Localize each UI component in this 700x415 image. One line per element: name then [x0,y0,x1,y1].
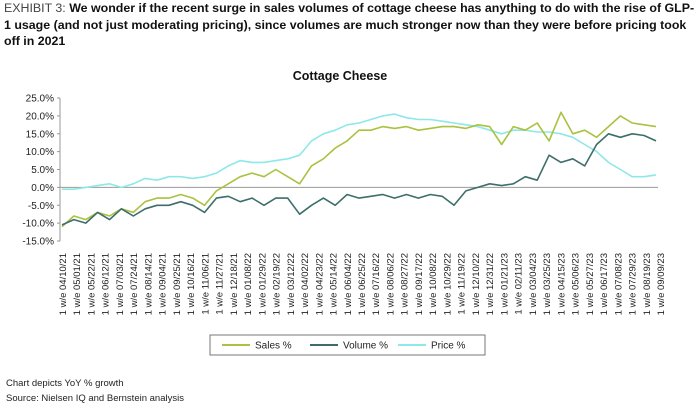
x-tick-label: 1 w/e 10/16/21 [186,253,197,315]
y-tick-label: 20.0% [26,111,54,122]
x-tick-label: 1 w/e 12/18/21 [229,253,240,315]
x-tick-label: 1 w/e 05/06/23 [571,253,582,315]
x-tick-label: 1 w/e 09/17/22 [414,253,425,315]
y-tick-label: 10.0% [26,147,54,158]
x-tick-label: 1 w/e 06/17/23 [599,253,610,315]
chart-title: Cottage Cheese [293,69,388,83]
x-tick-label: 1 w/e 03/04/23 [528,253,539,315]
legend-label: Volume % [343,341,388,352]
x-tick-label: 1 w/e 02/11/23 [514,253,525,315]
x-tick-label: 1 w/e 05/22/21 [86,253,97,315]
x-tick-label: 1 w/e 08/19/23 [642,253,653,315]
x-tick-label: 1 w/e 06/25/22 [357,253,368,315]
x-tick-label: 1 w/e 04/10/21 [58,253,69,315]
sales-series-line [61,111,657,228]
x-tick-label: 1 w/e 04/23/22 [314,253,325,315]
x-tick-label: 1 w/e 09/09/23 [656,253,667,315]
x-tick-label: 1 w/e 01/29/22 [257,253,268,315]
y-tick-label: -15.0% [22,237,54,248]
y-tick-label: 25.0% [26,94,54,105]
legend-box [209,334,486,356]
y-tick-label: 5.0% [31,165,54,176]
y-tick-label: 0.0% [31,183,54,194]
x-tick-label: 1 w/e 01/08/22 [243,253,254,315]
x-tick-label: 1 w/e 04/15/23 [556,253,567,315]
plot-area: 25.0% 20.0% 15.0% 10.0% 5.0% 0.0% -5.0% -10.0% -… [22,94,667,316]
x-tick-label: 1 w/e 11/19/22 [457,253,468,315]
x-tick-label: 1 w/e 12/31/22 [485,253,496,315]
x-tick-label: 1 w/e 03/12/22 [286,253,297,315]
x-tick-label: 1 w/e 01/21/23 [499,253,510,315]
exhibit-label: EXHIBIT 3: [4,1,66,15]
y-tick-label: -10.0% [22,219,54,230]
x-tick-label: 1 w/e 12/10/22 [471,253,482,315]
source-note: Source: Nielsen IQ and Bernstein analysi… [6,393,184,404]
x-tick-label: 1 w/e 08/27/22 [400,253,411,315]
x-tick-label: 1 w/e 05/14/22 [329,253,340,315]
x-tick-label: 1 w/e 11/27/21 [215,253,226,315]
x-tick-label: 1 w/e 10/08/22 [428,253,439,315]
x-tick-label: 1 w/e 07/29/23 [628,253,639,315]
x-tick-label: 1 w/e 06/12/21 [101,253,112,315]
x-tick-label: 1 w/e 07/24/21 [129,253,140,315]
x-tick-label: 1 w/e 02/19/22 [272,253,283,315]
y-tick-label: -5.0% [28,201,54,212]
x-tick-label: 1 w/e 08/06/22 [385,253,396,315]
x-tick-label: 1 w/e 09/25/21 [172,253,183,315]
x-tick-label: 1 w/e 10/29/22 [442,253,453,315]
x-tick-label: 1 w/e 05/01/21 [72,253,83,315]
x-tick-label: 1 w/e 08/14/21 [143,253,154,315]
volume-series-line [61,133,657,226]
y-tick-label: 15.0% [26,129,54,140]
x-tick-label: 1 w/e 07/16/22 [371,253,382,315]
chart-note: Chart depicts YoY % growth [6,378,124,389]
x-tick-label: 1 w/e 11/06/21 [200,253,211,315]
legend: Sales % Volume % Price % [209,334,486,356]
x-tick-label: 1 w/e 03/25/23 [542,253,553,315]
exhibit-heading: EXHIBIT 3: We wonder if the recent surge… [4,0,696,50]
legend-label: Price % [431,341,466,352]
x-tick-label: 1 w/e 05/27/23 [585,253,596,315]
legend-label: Sales % [255,341,292,352]
price-series-line [62,113,657,190]
x-tick-label: 1 w/e 06/04/22 [343,253,354,315]
x-tick-label: 1 w/e 09/04/21 [158,253,169,315]
exhibit-headline: We wonder if the recent surge in sales v… [4,1,695,48]
x-tick-label: 1 w/e 07/08/23 [613,253,624,315]
x-tick-label: 1 w/e 07/03/21 [115,253,126,315]
x-tick-label: 1 w/e 04/02/22 [300,253,311,315]
